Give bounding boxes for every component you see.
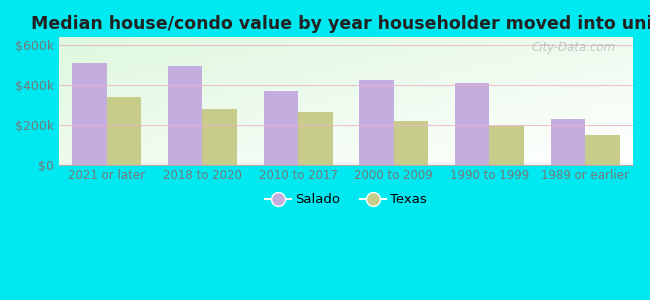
- Bar: [455, 83, 489, 165]
- Bar: [107, 98, 141, 165]
- Bar: [72, 63, 107, 165]
- Text: City-Data.com: City-Data.com: [532, 41, 616, 54]
- Bar: [264, 92, 298, 165]
- Bar: [394, 121, 428, 165]
- Bar: [551, 119, 585, 165]
- Bar: [585, 135, 619, 165]
- Title: Median house/condo value by year householder moved into unit: Median house/condo value by year househo…: [31, 15, 650, 33]
- Bar: [359, 80, 394, 165]
- Legend: Salado, Texas: Salado, Texas: [259, 188, 432, 212]
- Bar: [203, 109, 237, 165]
- Bar: [168, 66, 203, 165]
- Bar: [298, 112, 333, 165]
- Bar: [489, 126, 524, 165]
